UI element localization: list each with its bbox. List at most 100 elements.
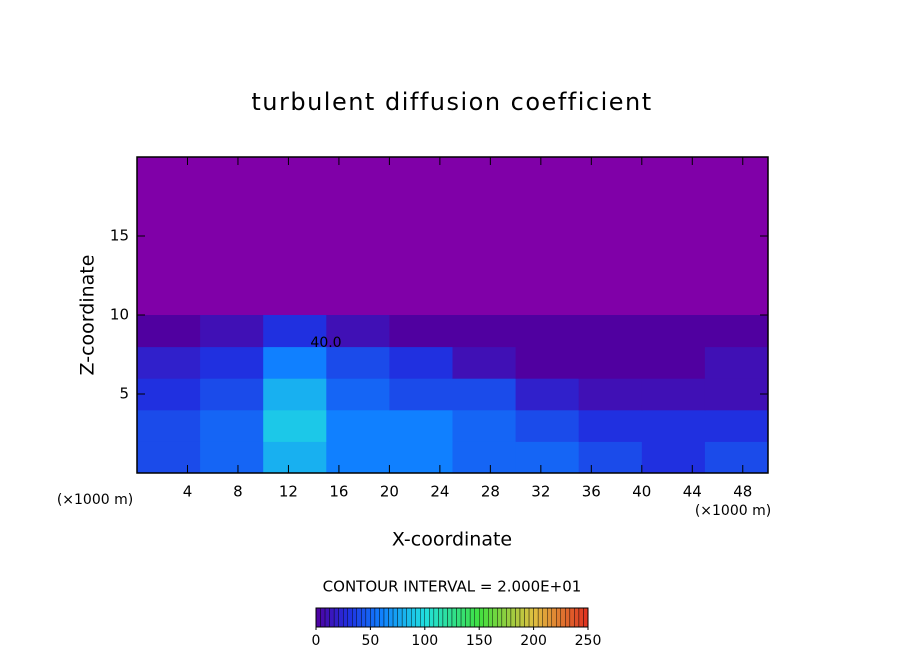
colorbar-swatch: [537, 607, 543, 628]
colorbar-swatch: [506, 607, 512, 628]
heat-cell: [578, 346, 643, 379]
heat-cell: [263, 315, 327, 348]
colorbar-swatch: [352, 607, 357, 628]
x-unit-label: (×1000 m): [695, 503, 771, 519]
colorbar-swatch: [469, 607, 475, 628]
colorbar-swatch: [492, 607, 498, 628]
colorbar-swatch: [515, 607, 521, 628]
y-tick-label: 10: [110, 306, 129, 324]
colorbar-swatch: [315, 607, 321, 628]
x-tick-label: 16: [329, 483, 348, 501]
colorbar-tick-label: 50: [361, 633, 379, 649]
chart-title: turbulent diffusion coefficient: [251, 88, 652, 116]
x-tick-label: 32: [531, 483, 550, 501]
heat-cell: [389, 378, 453, 411]
colorbar-swatch: [583, 607, 589, 628]
heat-cell: [704, 409, 769, 442]
x-tick-label: 40: [632, 483, 651, 501]
heat-cell: [452, 315, 517, 348]
heat-cell: [137, 346, 201, 379]
colorbar-swatch: [556, 607, 561, 628]
heat-cell: [578, 315, 643, 348]
colorbar-swatch: [501, 607, 507, 628]
colorbar-swatch: [397, 607, 403, 628]
colorbar-swatch: [333, 607, 339, 628]
heat-cell: [641, 315, 706, 348]
colorbar-swatch: [424, 607, 430, 628]
colorbar-swatch: [519, 607, 525, 628]
heat-cell: [389, 441, 453, 474]
heat-cell: [200, 378, 264, 411]
colorbar-swatch: [547, 607, 552, 628]
heat-cell: [200, 346, 264, 379]
colorbar-swatch: [465, 607, 471, 628]
colorbar-swatch: [451, 607, 457, 628]
heat-cell: [326, 409, 390, 442]
heat-cell: [200, 441, 264, 474]
heat-cell: [578, 409, 643, 442]
colorbar-swatch: [370, 607, 376, 628]
heat-cell: [515, 315, 580, 348]
colorbar-swatch: [361, 607, 367, 628]
colorbar-swatch: [401, 607, 407, 628]
colorbar-swatch: [374, 607, 380, 628]
heat-cell: [641, 378, 706, 411]
colorbar-tick-label: 150: [466, 633, 493, 649]
colorbar-swatch: [569, 607, 575, 628]
colorbar-swatch: [329, 607, 335, 628]
colorbar-swatch: [320, 607, 326, 628]
colorbar-swatch: [474, 607, 480, 628]
colorbar-swatch: [528, 607, 534, 628]
colorbar-swatch: [497, 607, 503, 628]
heat-cell: [389, 315, 453, 348]
contour-label: 40.0: [310, 335, 341, 351]
colorbar-swatch: [479, 607, 484, 628]
x-tick-label: 28: [481, 483, 500, 501]
colorbar-swatch: [379, 607, 385, 628]
contour-interval: CONTOUR INTERVAL = 2.000E+01: [323, 578, 582, 596]
colorbar-swatch: [447, 607, 453, 628]
heat-cell: [704, 315, 769, 348]
heat-cell: [578, 441, 643, 474]
colorbar-tick-label: 200: [520, 633, 547, 649]
colorbar-swatch: [411, 607, 416, 628]
colorbar-swatch: [392, 607, 398, 628]
colorbar-swatch: [542, 607, 548, 628]
heat-cell: [515, 378, 580, 411]
x-tick-label: 24: [430, 483, 449, 501]
colorbar-swatch: [388, 607, 394, 628]
colorbar-tick-label: 100: [411, 633, 438, 649]
heat-cell: [263, 409, 327, 442]
colorbar-swatch: [483, 607, 489, 628]
colorbar-swatch: [420, 607, 425, 628]
heat-cell: [578, 378, 643, 411]
colorbar-swatch: [560, 607, 566, 628]
colorbar-swatch: [415, 607, 421, 628]
colorbar-swatch: [433, 607, 439, 628]
colorbar-tick-label: 250: [575, 633, 602, 649]
colorbar-swatch: [365, 607, 371, 628]
heat-cell: [200, 315, 264, 348]
heat-cell: [263, 346, 327, 379]
heat-cell: [452, 409, 517, 442]
colorbar-swatch: [456, 607, 462, 628]
heat-cell: [389, 409, 453, 442]
colorbar-swatch: [510, 607, 516, 628]
heat-cell: [641, 441, 706, 474]
colorbar-swatch: [338, 607, 344, 628]
colorbar-swatch: [343, 607, 348, 628]
heat-cell: [452, 441, 517, 474]
heat-cell: [515, 346, 580, 379]
heat-cell: [704, 441, 769, 474]
heat-cell: [326, 378, 390, 411]
colorbar-swatch: [460, 607, 466, 628]
heat-cell: [641, 346, 706, 379]
x-tick-label: 4: [183, 483, 193, 501]
colorbar-swatch: [565, 607, 571, 628]
x-unit-label: (×1000 m): [57, 492, 133, 508]
heat-cell: [326, 315, 390, 348]
heat-cell: [263, 441, 327, 474]
colorbar-swatch: [442, 607, 448, 628]
heat-cell: [452, 346, 517, 379]
